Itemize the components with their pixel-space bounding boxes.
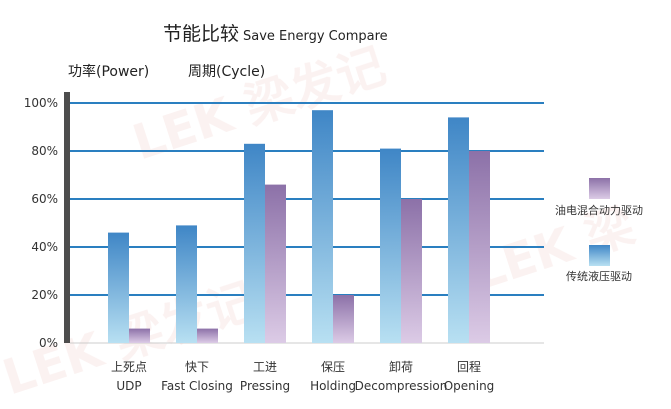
bar-hybrid-drive — [129, 328, 150, 343]
bar-traditional-hydraulic — [312, 110, 333, 343]
bar-traditional-hydraulic — [448, 117, 469, 344]
category-label-cn: 上死点 — [111, 360, 147, 374]
y-tick-label: 80% — [31, 144, 58, 158]
y-tick-label: 100% — [24, 96, 58, 110]
category-label-en: Fast Closing — [161, 379, 233, 393]
legend-item-hybrid-label: 油电混合动力驱动 — [555, 203, 643, 217]
category-label-en: Pressing — [240, 379, 290, 393]
category-label-cn: 保压 — [321, 360, 345, 374]
category-label-cn: 回程 — [457, 359, 481, 374]
category-label-en: Holding — [310, 379, 356, 393]
category-label-cn: 快下 — [185, 360, 209, 374]
category-label-cn: 卸荷 — [389, 359, 413, 374]
bar-hybrid-drive — [197, 328, 218, 343]
bar-hybrid-drive — [265, 184, 286, 343]
y-tick-label: 60% — [31, 192, 58, 206]
category-labels: 上死点 UDP 快下 Fast Closing 工进 Pressing 保压 Holding 卸… — [111, 359, 494, 393]
y-axis-label: 功率(Power) — [68, 63, 149, 80]
category-label-cn: 工进 — [253, 360, 277, 374]
bars — [108, 110, 490, 344]
category-label-en: Decompression — [355, 379, 448, 393]
bar-traditional-hydraulic — [244, 143, 265, 343]
y-tick-label: 40% — [31, 240, 58, 254]
category-label-en: Opening — [444, 379, 495, 393]
y-axis — [64, 92, 70, 343]
bar-hybrid-drive — [401, 199, 422, 343]
y-tick-label: 0% — [39, 336, 58, 350]
y-tick-label: 20% — [31, 288, 58, 302]
legend-item-traditional-swatch — [589, 245, 610, 266]
category-label-en: UDP — [116, 379, 141, 393]
bar-traditional-hydraulic — [108, 232, 129, 343]
bar-traditional-hydraulic — [176, 225, 197, 343]
x-axis-label: 周期(Cycle) — [188, 64, 265, 80]
bar-hybrid-drive — [469, 151, 490, 343]
bar-hybrid-drive — [333, 295, 354, 343]
y-tick-labels: 0% 20% 40% 60% 80% 100% — [24, 96, 58, 350]
bar-traditional-hydraulic — [380, 148, 401, 343]
legend-item-traditional-label: 传统液压驱动 — [566, 269, 632, 283]
chart-title-en: Save Energy Compare — [243, 29, 388, 44]
chart-title-cn: 节能比较 — [163, 23, 239, 45]
legend-item-hybrid-swatch — [589, 178, 610, 199]
